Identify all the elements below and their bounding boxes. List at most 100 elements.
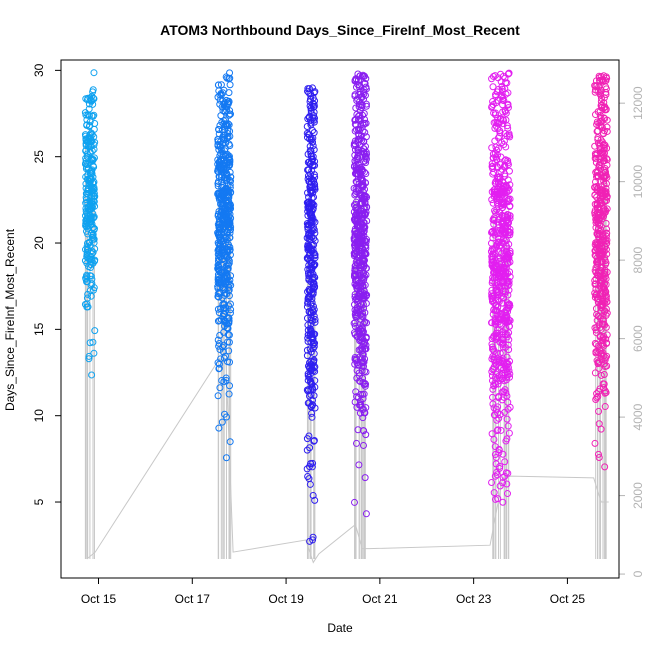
data-point: [217, 81, 225, 89]
data-point: [89, 162, 97, 170]
data-point: [505, 286, 513, 294]
data-point: [356, 111, 364, 119]
data-point: [89, 86, 97, 94]
data-point: [505, 131, 513, 139]
data-point: [310, 262, 318, 270]
data-point: [504, 341, 512, 349]
data-point: [215, 365, 223, 373]
data-point: [493, 162, 501, 170]
data-point: [359, 309, 367, 317]
data-point: [592, 396, 600, 404]
data-point: [492, 453, 500, 461]
data-point: [602, 291, 610, 299]
data-point: [598, 187, 606, 195]
data-point: [359, 390, 367, 398]
data-point: [354, 148, 362, 156]
data-point: [89, 155, 97, 163]
x-tick-label: Oct 17: [175, 592, 211, 606]
data-point: [222, 185, 230, 193]
data-point: [504, 270, 512, 278]
data-point: [351, 162, 359, 170]
data-point: [505, 336, 513, 344]
data-point: [304, 205, 312, 213]
data-point: [308, 266, 316, 274]
data-point: [594, 219, 602, 227]
data-point: [217, 355, 225, 363]
data-point: [504, 318, 512, 326]
data-point: [489, 170, 497, 178]
data-point: [310, 234, 318, 242]
data-point: [600, 72, 608, 80]
data-point: [355, 254, 363, 262]
data-point: [355, 180, 363, 188]
data-point: [595, 349, 603, 357]
data-point: [596, 270, 604, 278]
data-point: [361, 382, 369, 390]
data-point: [222, 262, 230, 270]
data-point: [598, 138, 606, 146]
data-point: [591, 241, 599, 249]
data-point: [499, 116, 507, 124]
data-point: [504, 405, 512, 413]
data-point: [488, 479, 496, 487]
data-point: [361, 409, 369, 417]
data-point: [307, 246, 315, 254]
data-point: [356, 398, 364, 406]
data-point: [492, 334, 500, 342]
data-point: [504, 70, 512, 78]
data-point: [502, 365, 510, 373]
data-point: [225, 390, 233, 398]
data-point: [499, 450, 507, 458]
data-point: [488, 75, 496, 83]
data-point: [591, 251, 599, 259]
data-point: [84, 303, 92, 311]
data-point: [592, 82, 600, 90]
data-point: [215, 240, 223, 248]
data-point: [600, 370, 608, 378]
data-point: [306, 211, 314, 219]
data-point: [356, 264, 364, 272]
data-point: [84, 212, 92, 220]
data-point: [504, 304, 512, 312]
data-point: [307, 309, 315, 317]
data-point: [307, 222, 315, 230]
data-point: [307, 135, 315, 143]
data-point: [352, 121, 360, 129]
data-point: [489, 385, 497, 393]
y2-tick-label: 2000: [631, 482, 645, 509]
data-point: [304, 338, 312, 346]
data-point: [597, 186, 605, 194]
data-point: [306, 181, 314, 189]
data-point: [215, 173, 223, 181]
data-point: [489, 72, 497, 80]
data-point: [502, 143, 510, 151]
data-point: [224, 100, 232, 108]
data-point: [359, 427, 367, 435]
y2-tick-label: 0: [631, 570, 645, 577]
data-point: [603, 236, 611, 244]
y-tick-label: 30: [32, 63, 46, 77]
data-point: [304, 212, 312, 220]
data-point: [593, 199, 601, 207]
data-point: [221, 145, 229, 153]
data-point: [503, 368, 511, 376]
data-point: [592, 151, 600, 159]
data-point: [499, 120, 507, 128]
y2-tick-label: 4000: [631, 403, 645, 430]
data-point: [592, 173, 600, 181]
secondary-line-layer: [84, 132, 609, 564]
data-point: [597, 101, 605, 109]
y-tick-label: 25: [32, 150, 46, 164]
data-point: [491, 451, 499, 459]
data-point: [356, 377, 364, 385]
data-point: [221, 317, 229, 325]
data-point: [227, 177, 235, 185]
data-point: [491, 231, 499, 239]
data-point: [84, 94, 92, 102]
data-point: [591, 178, 599, 186]
data-point: [355, 288, 363, 296]
data-point: [359, 441, 367, 449]
data-point: [83, 163, 91, 171]
data-point: [221, 116, 229, 124]
